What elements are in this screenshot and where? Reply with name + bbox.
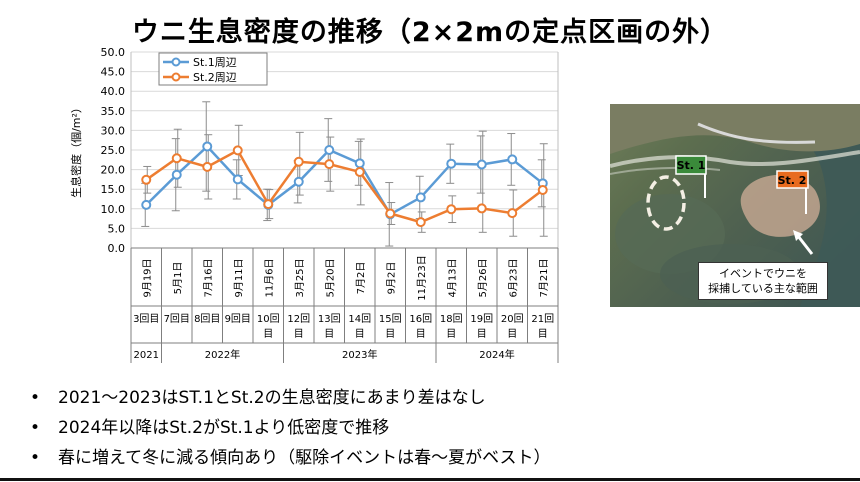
round-label: 20回目	[501, 313, 524, 340]
data-point-st1	[202, 141, 213, 152]
series-line-st2	[145, 148, 544, 224]
data-point-st2	[232, 145, 243, 156]
data-point-st2	[263, 199, 274, 210]
y-tick-label: 5.0	[108, 222, 126, 235]
data-point-st1	[476, 159, 487, 170]
data-point-st1	[324, 145, 335, 155]
x-tick-label: 7月21日	[538, 258, 550, 297]
bottom-divider	[0, 478, 860, 481]
round-label: 8回目	[194, 313, 220, 325]
round-label: 3回目	[133, 313, 159, 325]
x-tick-label: 5月20日	[324, 258, 336, 297]
data-point-st2	[324, 159, 335, 170]
bullet-item: 2021～2023はST.1とSt.2の生息密度にあまり差はなし	[30, 383, 551, 413]
data-point-st1	[446, 158, 457, 169]
round-label: 9回目	[225, 313, 251, 325]
x-tick-label: 9月19日	[141, 258, 153, 297]
callout-line-1: イベントでウニを	[719, 267, 807, 280]
year-label: 2022年	[205, 348, 240, 361]
data-point-st1	[293, 176, 304, 187]
y-axis-label: 生息密度（個/m²）	[69, 102, 83, 198]
series-line-st1	[145, 144, 544, 216]
data-point-st2	[202, 161, 213, 172]
x-tick-label: 7月16日	[202, 258, 214, 297]
round-label: 16回目	[409, 313, 432, 340]
y-tick-label: 0.0	[108, 242, 126, 255]
bullet-item: 春に増えて冬に減る傾向あり（駆除イベントは春～夏がベスト）	[30, 443, 551, 473]
data-point-st2	[507, 208, 518, 219]
x-tick-label: 6月23日	[507, 258, 519, 297]
round-label: 15回目	[379, 313, 402, 340]
round-label: 7回目	[164, 313, 190, 325]
st2-flag-label: St. 2	[778, 174, 807, 187]
y-tick-label: 25.0	[101, 144, 126, 157]
x-tick-label: 11月23日	[416, 255, 428, 300]
y-tick-label: 30.0	[101, 124, 126, 137]
x-tick-label: 7月2日	[355, 262, 367, 295]
legend-marker	[171, 72, 181, 82]
year-label: 2021	[134, 350, 159, 361]
y-tick-label: 40.0	[101, 85, 126, 98]
data-point-st2	[385, 208, 396, 219]
data-point-st2	[446, 204, 457, 215]
data-point-st2	[476, 203, 487, 214]
legend-label: St.2周辺	[193, 71, 237, 84]
y-tick-label: 50.0	[101, 46, 126, 59]
round-label: 19回目	[470, 313, 493, 340]
round-label: 18回目	[440, 313, 463, 340]
y-tick-label: 20.0	[101, 164, 126, 177]
page-title: ウニ生息密度の推移（2×2mの定点区画の外）	[131, 17, 729, 48]
data-point-st1	[415, 192, 426, 203]
data-point-st1	[354, 158, 365, 169]
data-point-st2	[171, 153, 182, 164]
data-point-st1	[141, 199, 152, 210]
x-tick-label: 11月6日	[263, 258, 275, 297]
data-point-st2	[293, 156, 304, 167]
x-tick-label: 9月11日	[233, 258, 245, 297]
callout-line-2: 採捕している主な範囲	[708, 282, 818, 295]
data-point-st2	[415, 217, 426, 228]
data-point-st2	[354, 166, 365, 177]
summary-bullets: 2021～2023はST.1とSt.2の生息密度にあまり差はなし 2024年以降…	[30, 383, 551, 473]
bullet-item: 2024年以降はSt.2がSt.1より低密度で推移	[30, 413, 551, 443]
data-point-st2	[537, 184, 548, 195]
legend-label: St.1周辺	[193, 56, 237, 69]
data-point-st1	[171, 169, 182, 180]
y-tick-label: 10.0	[101, 203, 126, 216]
round-label: 13回目	[318, 313, 341, 340]
data-point-st1	[232, 174, 243, 185]
x-tick-label: 5月1日	[172, 262, 184, 295]
x-tick-label: 9月2日	[385, 262, 397, 295]
round-label: 21回目	[531, 313, 554, 340]
year-label: 2024年	[479, 348, 514, 361]
year-label: 2023年	[342, 348, 377, 361]
data-point-st1	[507, 154, 518, 165]
round-label: 12回目	[287, 313, 310, 340]
capture-area-callout: イベントでウニを 採捕している主な範囲	[698, 262, 828, 300]
y-tick-label: 35.0	[101, 105, 126, 118]
round-label: 10回目	[257, 313, 280, 340]
st1-flag-label: St. 1	[677, 159, 706, 172]
x-tick-label: 5月26日	[477, 258, 489, 297]
round-label: 14回目	[348, 313, 371, 340]
legend-marker	[171, 57, 181, 67]
x-tick-label: 3月25日	[294, 258, 306, 297]
density-line-chart: 0.0 5.0 10.0 15.0 20.0 25.0 30.0 35.0 40.0 45.0 50…	[69, 46, 559, 363]
data-point-st2	[141, 174, 152, 185]
y-tick-label: 15.0	[101, 183, 126, 196]
y-tick-label: 45.0	[101, 66, 126, 79]
x-tick-label: 4月13日	[446, 258, 458, 297]
